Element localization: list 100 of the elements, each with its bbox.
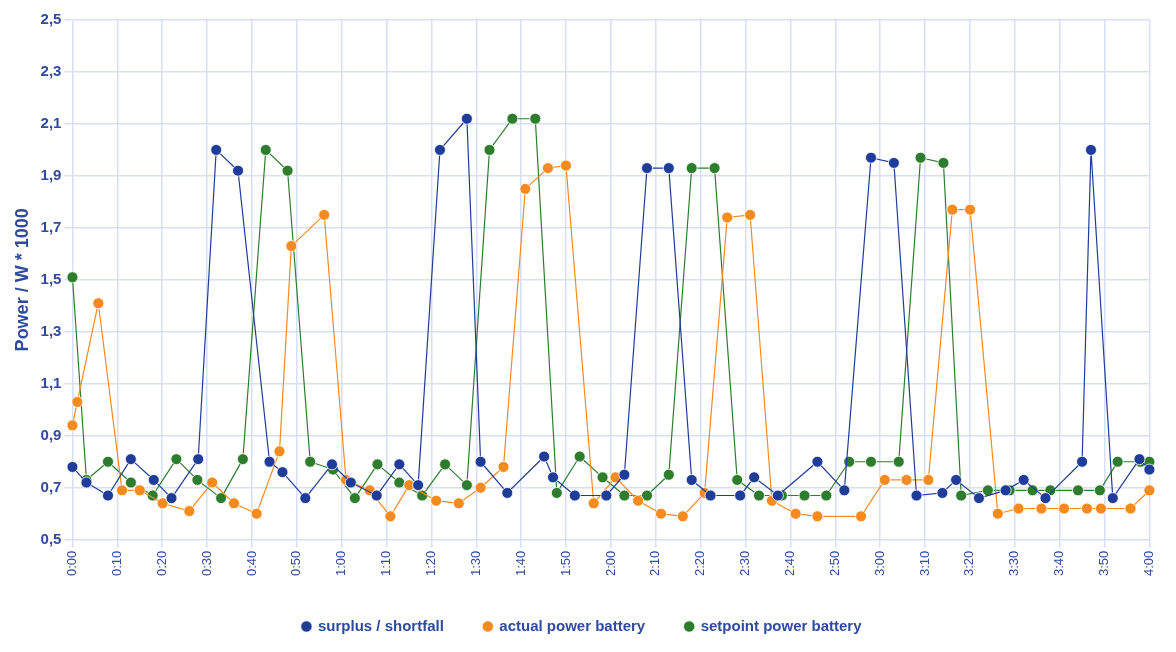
point — [434, 144, 446, 156]
point — [1039, 492, 1052, 505]
point — [430, 494, 443, 507]
point — [721, 211, 734, 224]
point — [529, 112, 542, 125]
point — [133, 484, 146, 497]
point — [371, 458, 384, 471]
point — [910, 489, 923, 502]
point — [855, 510, 867, 523]
point — [568, 489, 581, 502]
x-tick-label: 0:00 — [64, 550, 80, 577]
y-tick-label: 1,1 — [40, 373, 62, 391]
point — [1143, 463, 1156, 476]
point — [991, 507, 1004, 520]
point — [547, 471, 559, 484]
point — [1072, 484, 1084, 497]
point — [600, 489, 613, 502]
point — [1017, 474, 1030, 486]
point — [1081, 502, 1093, 515]
point — [753, 489, 765, 502]
point — [116, 484, 128, 497]
point — [497, 461, 510, 473]
point — [1124, 502, 1137, 515]
point — [156, 497, 169, 510]
x-tick-label: 1:20 — [423, 550, 438, 577]
point — [655, 507, 667, 520]
point — [789, 507, 802, 520]
point — [474, 481, 487, 494]
x-tick-label: 2:20 — [692, 550, 708, 577]
point — [215, 492, 227, 505]
point — [1076, 455, 1088, 468]
x-tick-label: 3:30 — [1006, 550, 1022, 577]
point — [538, 450, 551, 463]
point — [439, 458, 451, 471]
point — [304, 455, 317, 468]
point — [937, 157, 950, 169]
x-tick-label: 2:00 — [602, 550, 618, 577]
y-tick-label: 1,3 — [40, 321, 62, 339]
x-tick-label: 0:20 — [153, 550, 169, 577]
point — [92, 297, 105, 310]
point — [950, 474, 962, 486]
point — [147, 474, 160, 486]
point — [170, 453, 183, 466]
point — [483, 144, 496, 156]
y-tick-label: 1,5 — [40, 269, 62, 287]
x-tick-label: 1:40 — [512, 550, 528, 577]
point — [900, 474, 913, 486]
x-tick-label: 2:30 — [737, 550, 753, 577]
point — [744, 208, 757, 221]
point — [506, 112, 519, 125]
point — [299, 492, 312, 505]
point — [1035, 502, 1048, 515]
y-tick-label: 0,7 — [40, 477, 62, 495]
point — [318, 208, 331, 221]
point — [946, 203, 959, 216]
point — [273, 445, 286, 458]
point — [641, 489, 653, 502]
x-tick-label: 2:50 — [826, 550, 842, 577]
point — [259, 144, 272, 156]
point — [124, 453, 137, 466]
point — [1085, 144, 1097, 156]
point — [1058, 502, 1070, 515]
x-tick-label: 3:40 — [1051, 550, 1067, 577]
point — [460, 112, 473, 125]
point — [348, 492, 361, 505]
point — [838, 484, 851, 497]
point — [560, 159, 572, 172]
point — [276, 466, 289, 479]
point — [981, 484, 994, 497]
point — [865, 151, 877, 164]
x-tick-label: 0:30 — [198, 550, 214, 577]
y-axis-title: Power / W * 1000 — [11, 208, 32, 352]
point — [501, 487, 514, 499]
point — [632, 494, 645, 507]
x-tick-label: 1:00 — [333, 550, 349, 577]
x-tick-label: 3:00 — [871, 550, 887, 577]
point — [384, 510, 397, 523]
point — [232, 164, 244, 177]
point — [326, 458, 338, 471]
point — [393, 458, 406, 471]
point — [263, 455, 276, 468]
point — [892, 455, 905, 468]
x-tick-label: 2:40 — [782, 550, 797, 577]
point — [999, 484, 1012, 497]
y-tick-label: 2,1 — [40, 114, 62, 132]
point — [102, 455, 114, 468]
point — [165, 492, 178, 505]
point — [250, 507, 263, 520]
point — [771, 489, 784, 502]
y-tick-label: 2,5 — [40, 10, 62, 28]
point — [798, 489, 811, 502]
point — [955, 489, 968, 502]
point — [452, 497, 465, 510]
point — [1106, 492, 1119, 505]
point — [542, 162, 554, 175]
point — [914, 151, 927, 164]
point — [474, 455, 487, 468]
point — [228, 497, 240, 510]
point — [210, 144, 223, 156]
point — [66, 419, 79, 432]
